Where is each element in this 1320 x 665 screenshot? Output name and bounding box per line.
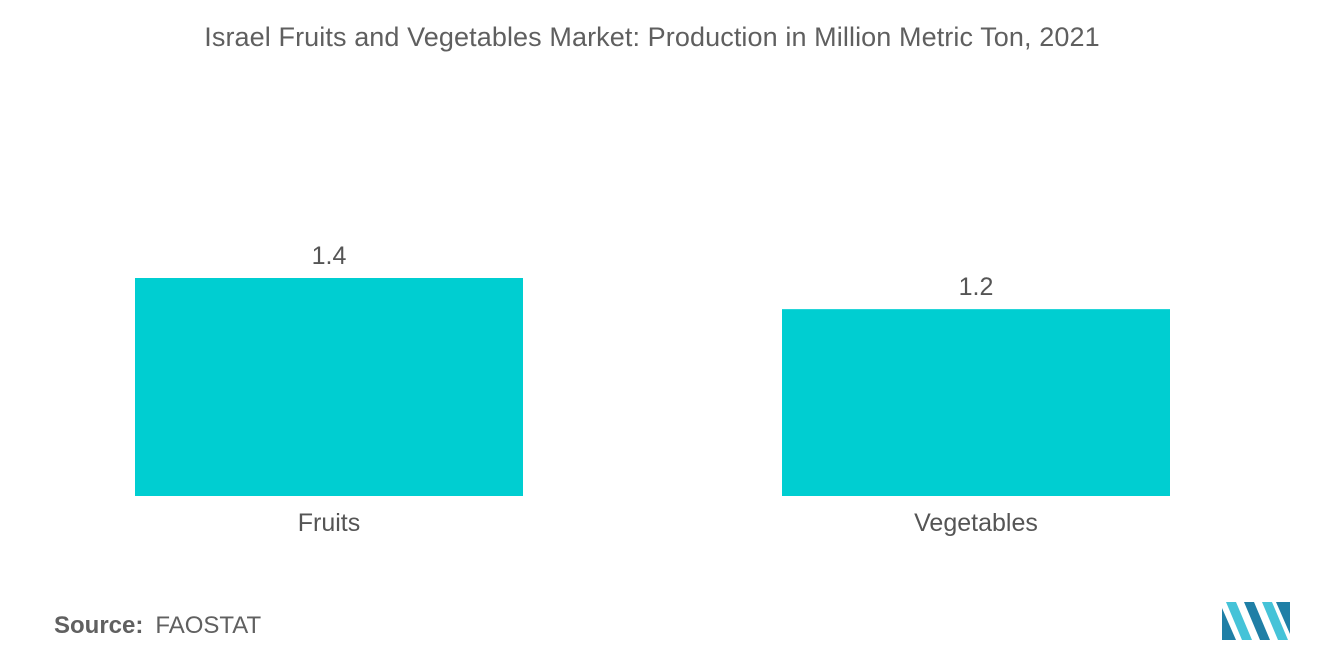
bar-vegetables bbox=[782, 309, 1170, 496]
chart-title: Israel Fruits and Vegetables Market: Pro… bbox=[204, 22, 1100, 52]
bar-chart: 1.4 Fruits 1.2 Vegetables bbox=[135, 242, 1170, 537]
data-label-vegetables: 1.2 bbox=[959, 273, 994, 301]
source-value: FAOSTAT bbox=[155, 612, 262, 639]
bar-fruits bbox=[135, 278, 523, 496]
source-note: Source: FAOSTAT bbox=[54, 612, 261, 640]
x-tick-label-vegetables: Vegetables bbox=[914, 509, 1038, 537]
brand-logo-icon bbox=[1222, 602, 1290, 640]
source-label: Source: bbox=[54, 612, 144, 639]
x-tick-label-fruits: Fruits bbox=[298, 509, 361, 537]
data-label-fruits: 1.4 bbox=[312, 242, 347, 270]
